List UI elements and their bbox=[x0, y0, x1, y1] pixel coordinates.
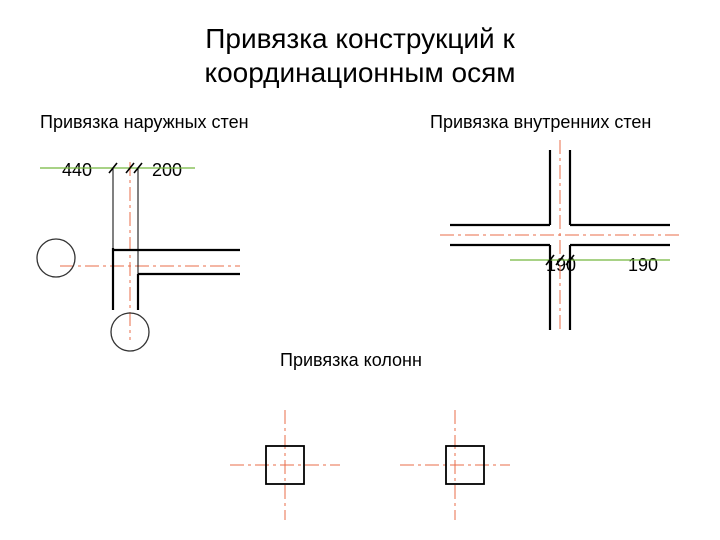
diagram-columns bbox=[195, 370, 555, 540]
page: Привязка конструкций к координационным о… bbox=[0, 0, 720, 540]
diagram-interior-walls bbox=[420, 130, 700, 350]
title-line-2: координационным осям bbox=[0, 56, 720, 90]
subtitle-columns: Привязка колонн bbox=[280, 350, 422, 371]
subtitle-exterior: Привязка наружных стен bbox=[40, 112, 249, 133]
title-line-1: Привязка конструкций к bbox=[0, 22, 720, 56]
diagram-exterior-walls bbox=[20, 140, 280, 360]
page-title: Привязка конструкций к координационным о… bbox=[0, 22, 720, 89]
